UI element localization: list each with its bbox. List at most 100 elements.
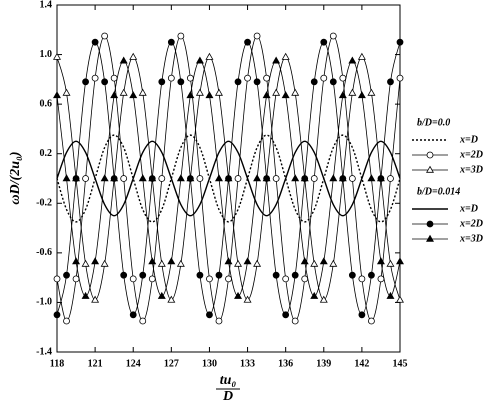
marker	[253, 32, 261, 40]
marker	[119, 56, 128, 64]
marker	[53, 52, 61, 60]
x-tick-label: 130	[202, 358, 217, 369]
marker	[358, 311, 366, 319]
marker	[320, 74, 328, 82]
marker	[81, 259, 90, 267]
legend-title: b/D=0.014	[417, 186, 460, 197]
marker	[53, 275, 61, 283]
marker	[176, 174, 185, 182]
marker	[215, 271, 223, 279]
marker	[368, 271, 375, 279]
marker	[158, 78, 166, 86]
marker	[63, 317, 70, 325]
legend-label: x=D	[459, 134, 478, 145]
marker	[214, 88, 223, 96]
marker	[91, 74, 99, 82]
x-tick-label: 121	[88, 358, 103, 369]
x-tick-label: 142	[354, 358, 369, 369]
marker	[206, 275, 213, 283]
marker	[329, 32, 337, 40]
marker	[377, 275, 385, 283]
marker	[224, 257, 233, 265]
y-tick-label: -0.2	[36, 198, 52, 209]
marker	[101, 78, 109, 86]
marker	[91, 295, 100, 303]
marker	[310, 175, 318, 182]
marker	[272, 56, 281, 64]
y-tick-label: -1.4	[36, 346, 52, 357]
y-tick-label: 0.2	[40, 148, 53, 159]
x-axis-label: D	[222, 389, 233, 402]
x-tick-label: 133	[240, 358, 255, 369]
marker	[282, 275, 290, 283]
marker	[281, 52, 290, 60]
marker	[329, 78, 337, 86]
marker	[62, 88, 71, 96]
marker	[396, 295, 404, 303]
marker	[376, 257, 385, 265]
marker	[100, 174, 109, 182]
marker	[53, 311, 61, 319]
y-tick-label: 1.4	[40, 0, 53, 10]
marker	[148, 175, 156, 182]
marker	[82, 78, 89, 86]
legend-marker	[426, 234, 434, 242]
marker	[301, 175, 309, 182]
marker	[310, 78, 318, 86]
marker	[196, 271, 204, 279]
marker	[272, 175, 280, 182]
marker	[91, 257, 100, 265]
marker	[348, 88, 357, 96]
marker	[386, 259, 395, 267]
marker	[368, 317, 375, 325]
y-tick-label: -1.0	[36, 297, 52, 308]
marker	[225, 275, 232, 283]
y-tick-label: 1.0	[40, 49, 53, 60]
marker	[176, 259, 185, 267]
marker	[215, 317, 223, 325]
marker	[358, 275, 366, 283]
marker	[177, 78, 185, 86]
marker	[177, 32, 185, 40]
marker	[119, 88, 128, 96]
marker	[291, 271, 299, 279]
marker	[348, 56, 357, 64]
marker	[129, 91, 138, 99]
marker	[234, 291, 243, 299]
marker	[148, 275, 156, 283]
x-tick-label: 127	[164, 358, 179, 369]
marker	[157, 259, 166, 267]
marker	[129, 275, 137, 283]
marker	[205, 52, 214, 60]
marker	[329, 174, 338, 182]
marker	[100, 259, 109, 267]
marker	[167, 74, 175, 82]
marker	[320, 38, 328, 46]
marker	[291, 317, 299, 325]
marker	[138, 88, 147, 96]
marker	[319, 257, 328, 265]
marker	[329, 259, 338, 267]
legend-marker	[426, 220, 434, 228]
marker	[234, 175, 242, 182]
legend-label: x=D	[459, 203, 478, 214]
marker	[186, 175, 194, 182]
marker	[253, 78, 261, 86]
legend-label: x=3D	[459, 233, 483, 244]
x-tick-label: 145	[393, 358, 408, 369]
marker	[396, 257, 404, 265]
x-tick-label: 118	[50, 358, 64, 369]
marker	[348, 175, 356, 182]
marker	[272, 88, 281, 96]
marker	[263, 175, 271, 182]
marker	[338, 91, 347, 99]
marker	[282, 311, 290, 319]
marker	[310, 291, 319, 299]
marker	[120, 175, 128, 182]
legend-title: b/D=0.0	[417, 117, 450, 128]
series-line	[56, 60, 401, 297]
marker	[348, 271, 356, 279]
marker	[63, 271, 70, 279]
marker	[272, 271, 280, 279]
